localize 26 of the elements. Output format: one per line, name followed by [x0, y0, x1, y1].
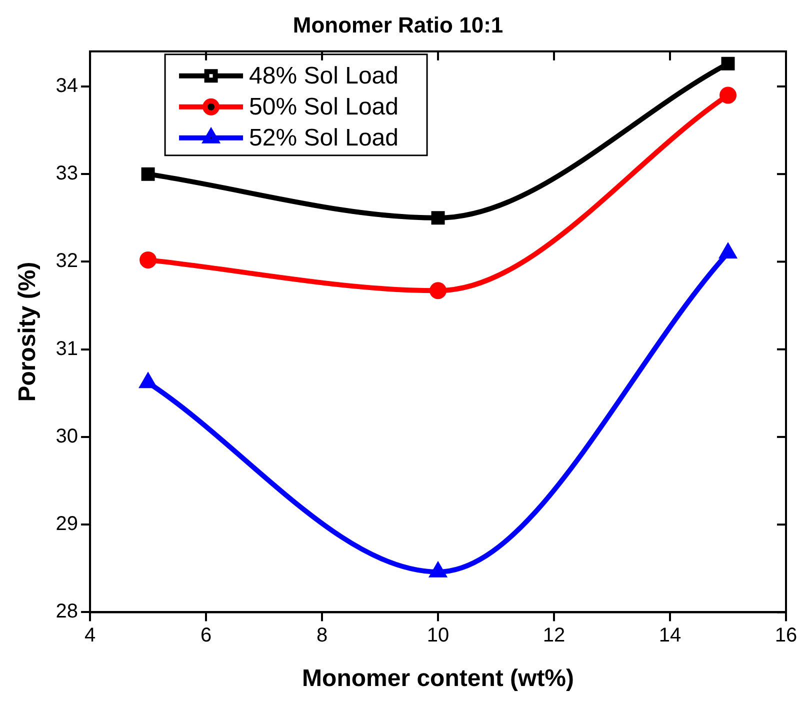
point [720, 86, 737, 104]
y-tick-label: 30 [56, 425, 78, 448]
y-tick-label: 33 [56, 162, 78, 185]
x-tick-label: 14 [658, 624, 682, 647]
y-tick-label: 29 [56, 513, 78, 536]
legend-label: 50% Sol Load [249, 94, 398, 121]
legend-label: 52% Sol Load [249, 124, 398, 152]
x-tick-label: 8 [316, 624, 328, 647]
point [431, 211, 445, 225]
point [141, 167, 155, 181]
point [140, 251, 157, 268]
y-tick-label: 34 [56, 74, 78, 97]
x-axis-title: Monomer content (wt%) [302, 665, 574, 692]
point [430, 282, 447, 300]
legend-label: 48% Sol Load [249, 62, 398, 90]
x-tick-label: 12 [542, 624, 566, 647]
x-tick-label: 6 [200, 624, 212, 647]
chart-title: Monomer Ratio 10:1 [292, 12, 504, 38]
point [721, 56, 735, 70]
y-tick-label: 28 [56, 600, 78, 623]
y-tick-label: 31 [56, 338, 78, 360]
x-tick-label: 16 [774, 624, 798, 647]
y-tick-label: 32 [56, 250, 78, 272]
x-tick-label: 4 [84, 624, 96, 647]
y-axis-title: Porosity (%) [14, 262, 42, 402]
x-tick-label: 10 [426, 624, 450, 647]
